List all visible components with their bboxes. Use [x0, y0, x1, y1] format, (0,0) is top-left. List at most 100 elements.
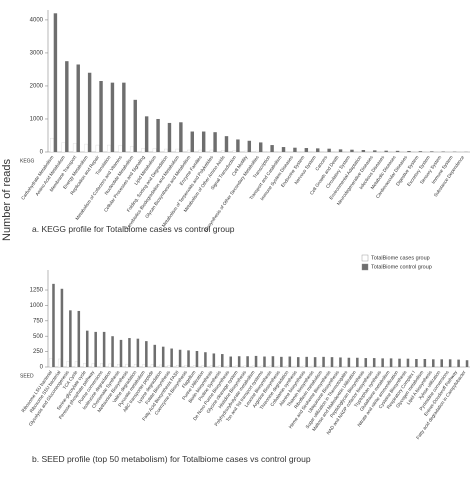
y-tick-label: 2000 [30, 84, 44, 90]
bar [415, 358, 418, 367]
bar [84, 143, 89, 153]
bar [195, 350, 199, 367]
bar [448, 359, 452, 367]
bar [254, 355, 258, 367]
bar [76, 64, 80, 152]
bar [398, 358, 401, 367]
bar [327, 148, 331, 152]
bar [285, 365, 289, 368]
bar [336, 365, 340, 368]
bar [175, 148, 180, 153]
bar [454, 366, 458, 368]
bar [281, 147, 286, 152]
bar [111, 336, 114, 367]
bar [209, 149, 214, 153]
bar [170, 348, 173, 367]
bar [119, 339, 123, 367]
bar [133, 364, 137, 368]
bar [339, 357, 342, 367]
bar [128, 338, 131, 367]
bar [141, 148, 146, 153]
bar [221, 354, 224, 367]
bar [263, 356, 266, 367]
bar [144, 116, 149, 152]
legend-swatch [361, 263, 369, 271]
legend-label: TotalBiome cases group [371, 255, 430, 261]
bar [259, 142, 263, 152]
legend-label: TotalBiome control group [371, 264, 432, 270]
legend-swatch [361, 254, 369, 262]
y-axis-title: Number of reads [1, 159, 13, 241]
bar [229, 356, 232, 367]
bar [423, 358, 427, 367]
bar [361, 365, 365, 368]
bar [319, 365, 323, 368]
bar [305, 356, 308, 367]
bar [232, 150, 237, 153]
bar [418, 151, 423, 152]
bar [270, 145, 274, 152]
bar [420, 366, 424, 368]
bar [350, 149, 354, 152]
bar [316, 148, 320, 152]
bar [344, 365, 348, 368]
y-tick-label: 0 [40, 365, 44, 371]
bar [184, 365, 188, 368]
bar [167, 365, 171, 368]
bar [74, 361, 78, 368]
x-tick-label: Nervous System [293, 155, 317, 186]
bar [373, 150, 377, 152]
bar [83, 363, 87, 368]
bar [277, 365, 281, 368]
bar [440, 359, 443, 367]
bar [65, 61, 69, 152]
bar [432, 359, 435, 367]
bar [212, 353, 216, 367]
bar [412, 366, 416, 368]
y-tick-label: 0 [40, 150, 44, 156]
bar [237, 356, 241, 367]
bar [110, 82, 115, 152]
bar [118, 145, 123, 153]
bar [50, 137, 54, 153]
bar [125, 363, 129, 368]
bar [313, 357, 317, 367]
bar [201, 365, 205, 368]
bar [372, 358, 376, 367]
bar [153, 344, 157, 367]
bar [218, 365, 222, 368]
bar [53, 13, 58, 153]
bar [268, 365, 272, 368]
bar [338, 149, 343, 152]
bar [209, 365, 213, 368]
bar [311, 365, 315, 368]
bar [304, 148, 309, 152]
bar [156, 118, 160, 152]
bar [129, 146, 134, 153]
bar [330, 357, 334, 367]
bar [356, 357, 359, 367]
bar [161, 346, 165, 367]
bar [66, 361, 70, 368]
bar [378, 365, 382, 368]
bar [91, 363, 95, 368]
bar [463, 366, 466, 368]
bar [465, 360, 469, 367]
bar [122, 82, 126, 152]
bar [100, 363, 104, 368]
bar [280, 356, 283, 367]
bar [370, 365, 374, 368]
bar [457, 359, 460, 367]
bar [178, 349, 182, 367]
bar [69, 310, 72, 367]
bar [364, 358, 368, 367]
bar [85, 330, 89, 367]
axis-name: SEED [20, 373, 34, 379]
bar [328, 365, 331, 368]
bar [159, 364, 163, 368]
bar [266, 151, 271, 153]
bar [347, 357, 351, 367]
bar [446, 366, 450, 368]
bar [243, 365, 247, 368]
